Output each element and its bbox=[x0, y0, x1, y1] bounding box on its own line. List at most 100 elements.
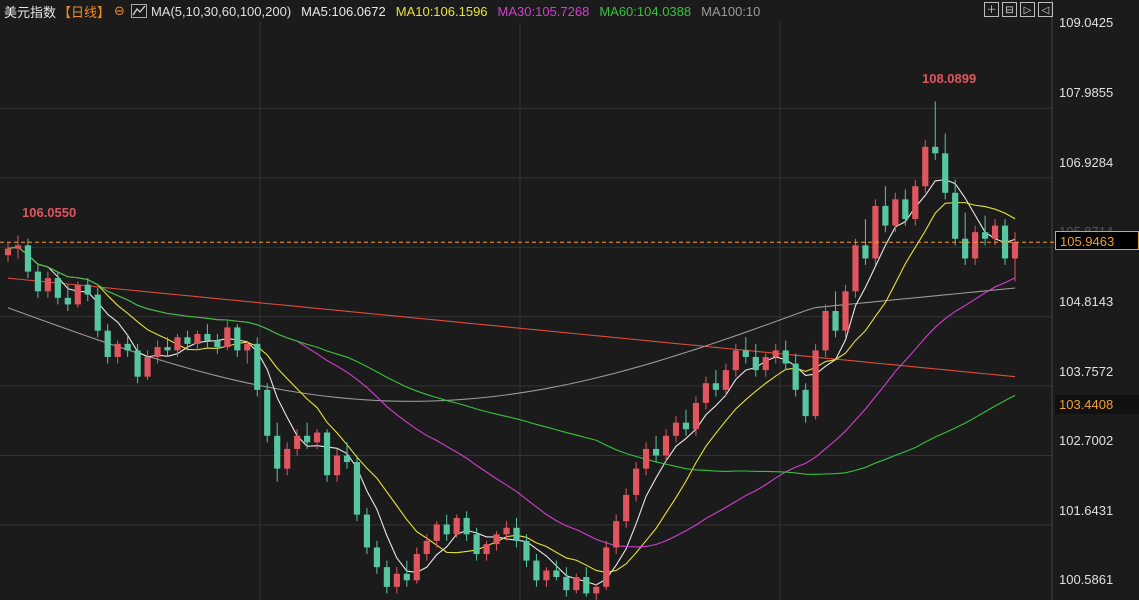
candle-body bbox=[14, 245, 22, 249]
left-high-label: 106.0550 bbox=[22, 205, 77, 220]
candle-body bbox=[284, 448, 291, 469]
candle-body bbox=[852, 245, 859, 292]
ma10-value: MA10:106.1596 bbox=[395, 3, 488, 19]
candle-body bbox=[742, 350, 749, 357]
candle-body bbox=[383, 567, 390, 587]
candle-body bbox=[1001, 225, 1009, 259]
candle-body bbox=[274, 435, 281, 469]
ma-level-tag: 103.4408 bbox=[1055, 395, 1139, 414]
candle-body bbox=[104, 330, 111, 357]
ma60-line bbox=[7, 246, 1016, 475]
period-selector[interactable]: 【日线】 bbox=[58, 4, 111, 20]
candle-body bbox=[682, 422, 690, 430]
y-axis-label: 103.7572 bbox=[1059, 364, 1114, 379]
candle-body bbox=[353, 462, 361, 515]
y-axis-label: 109.0425 bbox=[1059, 15, 1114, 30]
candle-body bbox=[24, 245, 32, 272]
candle-body bbox=[672, 422, 680, 436]
candle-body bbox=[413, 554, 420, 581]
candle-body bbox=[523, 540, 530, 561]
candle-body bbox=[712, 383, 719, 390]
candle-body bbox=[224, 327, 231, 348]
ma5-line bbox=[7, 179, 1016, 586]
candle-body bbox=[214, 340, 221, 348]
candle-body bbox=[463, 517, 470, 535]
candle-body bbox=[423, 540, 430, 555]
play-back-icon[interactable]: ◁ bbox=[1038, 2, 1053, 17]
candle-body bbox=[144, 356, 151, 377]
candle-body bbox=[752, 356, 759, 371]
candle-body bbox=[662, 435, 670, 456]
candle-body bbox=[533, 560, 540, 581]
candle-body bbox=[44, 278, 51, 292]
ma30-line bbox=[7, 246, 1016, 548]
candle-body bbox=[154, 347, 161, 357]
instrument-title: 美元指数 bbox=[4, 4, 57, 20]
candle-body bbox=[134, 350, 141, 377]
candle-body bbox=[84, 284, 91, 295]
candle-body bbox=[991, 225, 999, 239]
play-forward-icon[interactable]: ▷ bbox=[1020, 2, 1035, 17]
candle-body bbox=[692, 402, 700, 430]
y-axis-label: 101.6431 bbox=[1059, 503, 1114, 518]
candle-body bbox=[294, 435, 301, 449]
candle-body bbox=[583, 577, 590, 594]
candle-body bbox=[194, 333, 201, 344]
candle-body bbox=[64, 297, 71, 305]
candle-body bbox=[972, 232, 979, 259]
candle-body bbox=[962, 238, 969, 259]
candle-body bbox=[732, 350, 739, 371]
candle-body bbox=[762, 356, 769, 371]
indicator-icon[interactable] bbox=[130, 4, 147, 18]
layout-icon[interactable]: ⊟ bbox=[1002, 2, 1017, 17]
candle-body bbox=[981, 232, 989, 239]
candle-body bbox=[872, 205, 879, 259]
y-axis-label: 106.9284 bbox=[1059, 155, 1114, 170]
candle-body bbox=[403, 573, 410, 581]
candle-body bbox=[942, 153, 949, 193]
candle-body bbox=[244, 343, 251, 351]
candle-body bbox=[363, 514, 371, 548]
candle-body bbox=[493, 534, 500, 545]
candle-body bbox=[802, 389, 809, 417]
ma200-line bbox=[7, 277, 1016, 378]
candle-body bbox=[593, 586, 600, 594]
candle-body bbox=[453, 517, 460, 535]
candle-body bbox=[333, 455, 341, 476]
candle-body bbox=[902, 199, 909, 220]
candle-body bbox=[882, 205, 889, 226]
candle-body bbox=[862, 245, 869, 259]
candle-body bbox=[782, 350, 789, 364]
candle-body bbox=[34, 271, 42, 292]
candle-body bbox=[174, 337, 181, 351]
candle-body bbox=[54, 278, 61, 298]
y-axis-label: 107.9855 bbox=[1059, 85, 1114, 100]
last-price-tag: 105.9463 bbox=[1055, 231, 1139, 250]
candle-body bbox=[443, 524, 450, 535]
candle-body bbox=[373, 547, 380, 568]
crosshair-icon[interactable]: ＋ bbox=[984, 2, 999, 17]
candle-body bbox=[623, 494, 630, 522]
period-toggle-icon[interactable]: ⊖ bbox=[114, 3, 125, 18]
candle-body bbox=[772, 350, 779, 357]
candle-body bbox=[573, 577, 580, 591]
candle-body bbox=[553, 570, 560, 578]
candle-body bbox=[323, 432, 331, 476]
high-label: 108.0899 bbox=[922, 71, 977, 86]
candle-body bbox=[94, 294, 101, 331]
candle-body bbox=[722, 370, 729, 390]
candle-body bbox=[702, 383, 710, 403]
candle-body bbox=[164, 347, 171, 351]
y-axis-label: 104.8143 bbox=[1059, 294, 1114, 309]
candle-body bbox=[822, 311, 829, 351]
candle-body bbox=[74, 284, 81, 305]
candle-body bbox=[513, 527, 520, 541]
candle-body bbox=[842, 291, 849, 331]
candle-body bbox=[652, 448, 660, 456]
candle-body bbox=[204, 333, 211, 341]
candle-body bbox=[613, 521, 620, 548]
y-axis-label: 102.7002 bbox=[1059, 433, 1114, 448]
candle-body bbox=[633, 468, 640, 495]
ma-config-label[interactable]: MA(5,10,30,60,100,200) bbox=[150, 3, 292, 19]
